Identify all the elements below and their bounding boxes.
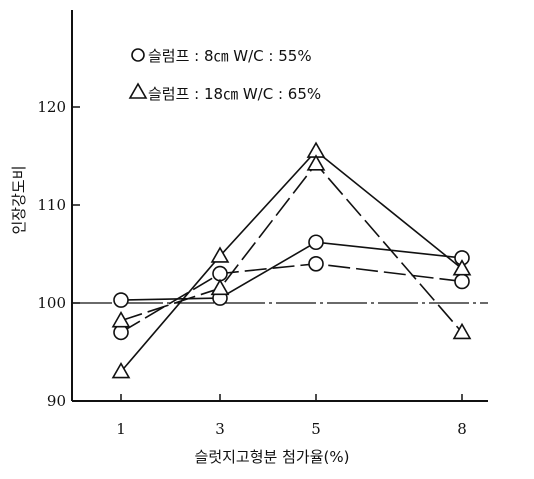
- data-point-triangle: [111, 311, 131, 328]
- data-point-triangle: [111, 361, 131, 379]
- legend-entry-1: 슬럼프 : 8㎝ W/C : 55%: [148, 47, 312, 65]
- y-tick-label: 110: [37, 196, 66, 214]
- legend-triangle-marker: [128, 82, 148, 99]
- x-tick-label: 3: [215, 420, 225, 438]
- data-point-circle: [113, 324, 129, 341]
- data-point-circle: [212, 265, 228, 282]
- legend: 슬럼프 : 8㎝ W/C : 55% 슬럼프 : 18㎝ W/C : 65%: [128, 47, 321, 103]
- data-point-triangle: [210, 246, 230, 263]
- series-line-1: [120, 241, 463, 301]
- legend-circle-marker: [131, 48, 145, 62]
- data-point-triangle: [452, 322, 472, 340]
- x-tick-label: 1: [116, 420, 126, 438]
- series-line-2: [120, 262, 463, 334]
- y-tick-label: 100: [37, 294, 66, 312]
- data-point-triangle: [452, 259, 472, 276]
- y-tick-label: 90: [47, 392, 66, 410]
- data-point-circle: [308, 234, 324, 251]
- x-tick-label: 8: [457, 420, 467, 438]
- legend-entry-2: 슬럼프 : 18㎝ W/C : 65%: [148, 85, 321, 103]
- series-line-3: [120, 150, 463, 373]
- x-axis-title: 슬럿지고형분 첨가율(%): [195, 448, 350, 466]
- data-point-triangle: [210, 278, 230, 296]
- data-point-triangle: [306, 154, 326, 171]
- data-point-circle: [454, 273, 470, 290]
- series-line-4: [120, 162, 463, 333]
- x-tick-label: 5: [311, 420, 321, 438]
- y-tick-label: 120: [37, 98, 66, 116]
- y-axis-title: 인장강도비: [10, 165, 28, 234]
- data-point-circle: [113, 292, 129, 308]
- data-point-circle: [308, 255, 324, 272]
